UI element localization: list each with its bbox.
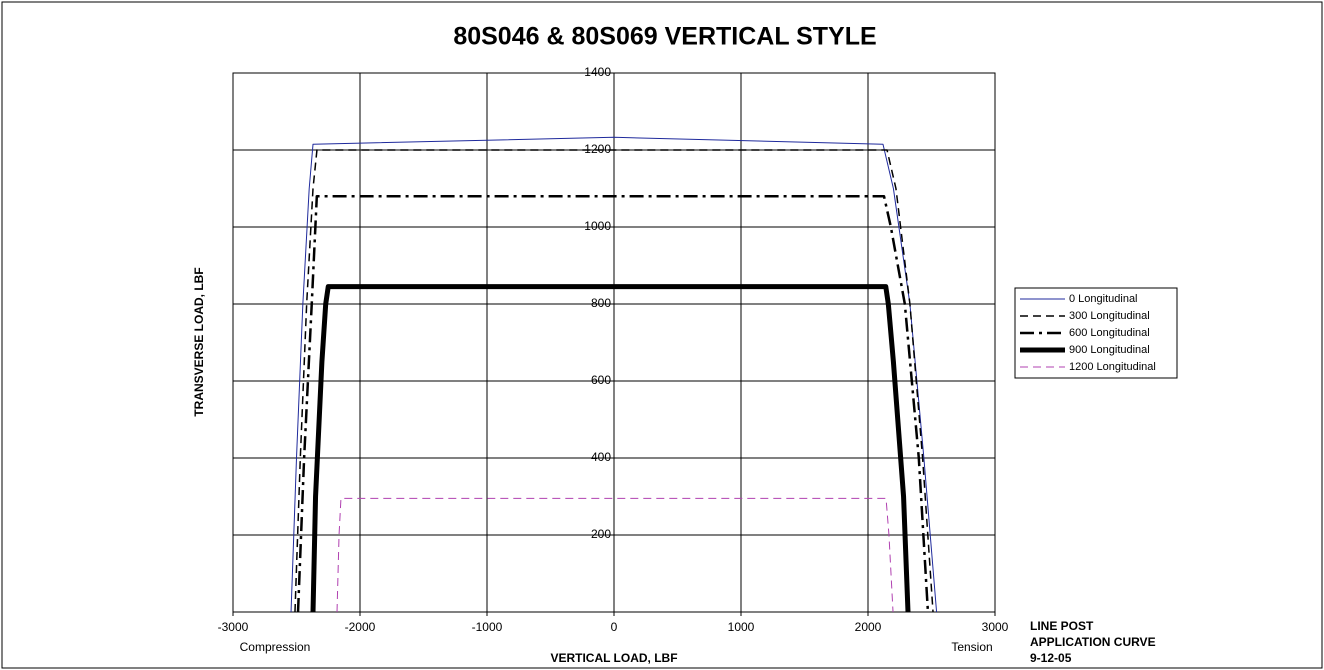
y-tick-label: 800 [591,296,611,310]
x-tick-label: -3000 [218,620,249,634]
annotation: Tension [951,640,992,654]
series-line [310,284,911,613]
x-tick-label: 1000 [728,620,755,634]
y-tick-label: 1000 [584,219,611,233]
series-line [294,149,934,613]
chart-title: 80S046 & 80S069 VERTICAL STYLE [453,23,876,51]
x-tick-label: 3000 [982,620,1009,634]
x-axis-label: VERTICAL LOAD, LBF [550,651,677,665]
y-tick-label: 400 [591,450,611,464]
y-axis-label: TRANSVERSE LOAD, LBF [192,267,206,416]
annotation: APPLICATION CURVE [1030,635,1156,649]
x-tick-label: -2000 [345,620,376,634]
x-tick-label: -1000 [472,620,503,634]
y-tick-label: 1200 [584,142,611,156]
x-tick-label: 0 [611,620,618,634]
y-tick-label: 200 [591,527,611,541]
series-line [336,497,894,613]
annotation: Compression [240,640,311,654]
y-tick-label: 1400 [584,65,611,79]
x-tick-label: 2000 [855,620,882,634]
series-line [296,194,930,613]
legend-label: 600 Longitudinal [1069,327,1150,339]
y-tick-label: 600 [591,373,611,387]
legend-label: 300 Longitudinal [1069,310,1150,322]
annotation: 9-12-05 [1030,651,1072,665]
legend-label: 900 Longitudinal [1069,344,1150,356]
legend-label: 0 Longitudinal [1069,293,1138,305]
annotation: LINE POST [1030,619,1094,633]
legend-label: 1200 Longitudinal [1069,361,1156,373]
